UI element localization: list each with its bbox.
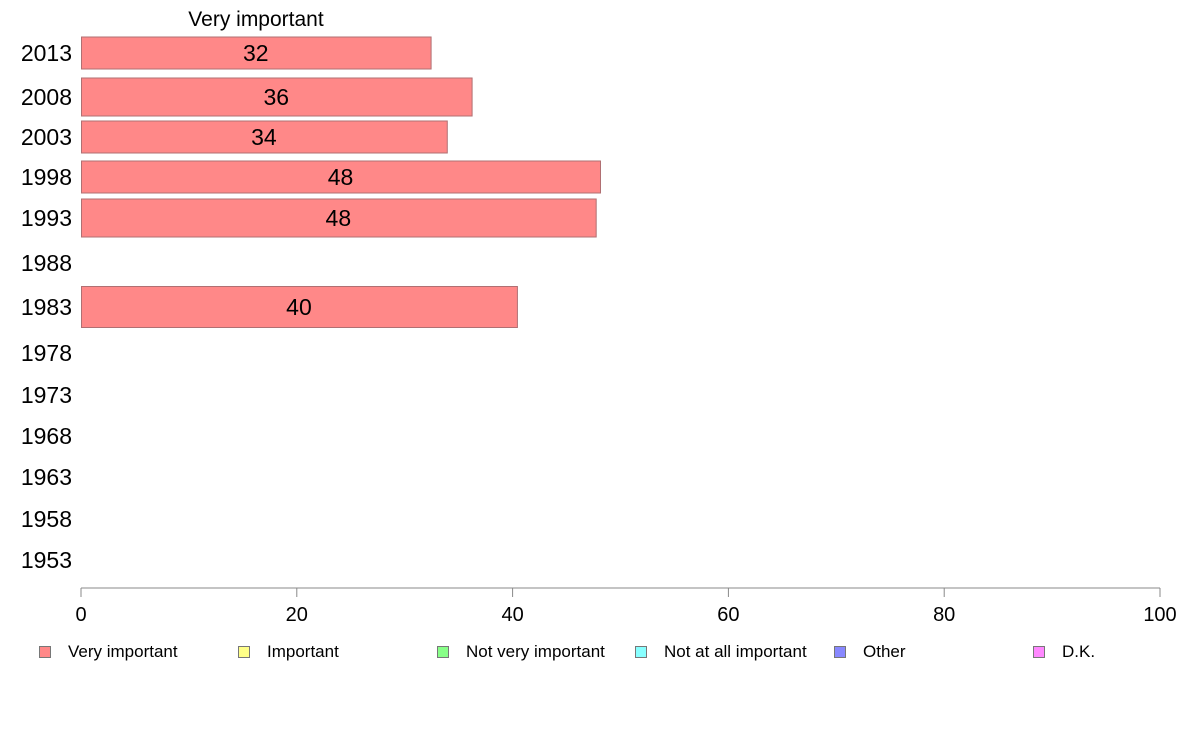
- bar: [81, 198, 597, 238]
- legend-label: Important: [267, 642, 339, 661]
- legend-label: Not very important: [466, 642, 605, 661]
- y-axis: 2013 2008 2003 1998 1993 1988 1983 1978 1973 1968…: [21, 40, 72, 573]
- data-label: 48: [326, 205, 352, 231]
- y-tick-label: 1988: [21, 250, 72, 276]
- x-tick-label: 60: [717, 604, 739, 626]
- bar: [81, 120, 448, 154]
- legend-swatch: [238, 646, 250, 658]
- legend-item: Important: [238, 640, 339, 664]
- x-axis: 0 20 40 60 80 100: [75, 587, 1177, 626]
- legend-label: D.K.: [1062, 642, 1096, 661]
- bar: [81, 77, 473, 117]
- data-label: 34: [251, 124, 277, 150]
- y-tick-label: 2013: [21, 40, 72, 66]
- legend-label: Very important: [68, 642, 178, 661]
- y-tick-label: 2008: [21, 84, 72, 110]
- legend-swatch: [635, 646, 647, 658]
- data-label: 40: [286, 294, 312, 320]
- legend-item: Very important: [39, 640, 178, 664]
- y-tick-label: 1968: [21, 423, 72, 449]
- bar: [81, 286, 518, 328]
- y-tick-label: 1978: [21, 340, 72, 366]
- legend-label: Other: [863, 642, 906, 661]
- x-tick-label: 80: [933, 604, 955, 626]
- legend-item: Not at all important: [635, 640, 807, 664]
- bar: [81, 160, 601, 194]
- legend-item: Not very important: [437, 640, 605, 664]
- y-tick-label: 1953: [21, 547, 72, 573]
- legend-swatch: [834, 646, 846, 658]
- y-tick-label: 1998: [21, 164, 72, 190]
- x-tick-label: 20: [286, 604, 308, 626]
- legend-item: Other: [834, 640, 906, 664]
- y-tick-label: 1973: [21, 382, 72, 408]
- y-tick-label: 2003: [21, 124, 72, 150]
- y-tick-label: 1958: [21, 506, 72, 532]
- bar: [81, 36, 432, 70]
- legend: Very important Important Not very importan…: [0, 640, 1188, 664]
- legend-swatch: [1033, 646, 1045, 658]
- x-tick-label: 40: [501, 604, 523, 626]
- data-label: 32: [243, 40, 269, 66]
- data-label: 36: [264, 84, 290, 110]
- legend-swatch: [437, 646, 449, 658]
- x-tick-label: 100: [1143, 604, 1176, 626]
- legend-label: Not at all important: [664, 642, 807, 661]
- legend-swatch: [39, 646, 51, 658]
- y-tick-label: 1993: [21, 205, 72, 231]
- chart-title: Very important: [188, 8, 324, 31]
- x-tick-label: 0: [75, 604, 86, 626]
- bars-group: 32 36 34 48 48 40: [81, 36, 601, 328]
- y-tick-label: 1963: [21, 464, 72, 490]
- data-label: 48: [328, 164, 354, 190]
- y-tick-label: 1983: [21, 294, 72, 320]
- legend-item: D.K.: [1033, 640, 1095, 664]
